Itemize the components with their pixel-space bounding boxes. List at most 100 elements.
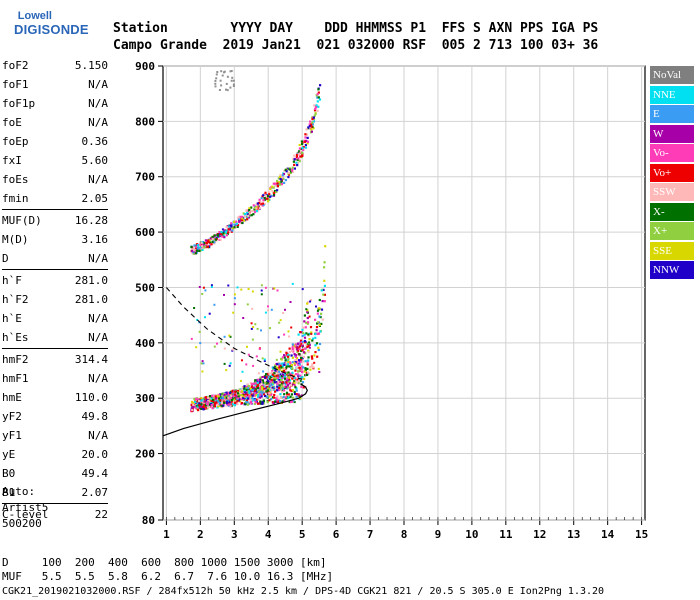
echo-point (292, 396, 295, 399)
echo-point (258, 382, 261, 385)
echo-point (300, 331, 303, 334)
param-name: h`F (2, 274, 22, 287)
echo-point (277, 380, 280, 384)
echo-point (231, 348, 234, 351)
echo-point (296, 373, 300, 376)
echo-point (233, 397, 236, 400)
echo-point (220, 84, 223, 87)
echo-point (287, 393, 290, 396)
echo-point (271, 373, 274, 376)
echo-point (282, 177, 285, 180)
x-tick-label: 6 (333, 528, 340, 541)
echo-point (221, 401, 224, 404)
legend-item-ssw: SSW (650, 183, 694, 201)
echo-point (298, 366, 301, 369)
echo-point (271, 370, 274, 373)
echo-point (223, 401, 226, 404)
echo-point (209, 395, 212, 398)
echo-point (271, 371, 274, 374)
echo-point (214, 401, 217, 404)
echo-point (243, 395, 246, 398)
echo-point (274, 377, 277, 380)
echo-point (273, 191, 276, 194)
echo-point (310, 331, 313, 334)
echo-point (292, 399, 295, 402)
echo-point (317, 346, 320, 349)
param-name: h`Es (2, 331, 29, 344)
echo-point (260, 402, 263, 405)
echo-point (205, 399, 209, 402)
echo-point (314, 333, 317, 336)
echo-point (256, 204, 259, 207)
echo-point (216, 396, 219, 399)
echo-point (201, 248, 204, 251)
legend-item-voplus: Vo+ (650, 163, 694, 182)
echo-point (312, 117, 316, 120)
echo-point (233, 293, 236, 296)
header-labels: Station YYYY DAY DDD HHMMSS P1 FFS S AXN… (113, 21, 599, 36)
echo-point (192, 252, 195, 255)
echo-point (304, 143, 307, 147)
echo-point (282, 173, 286, 176)
echo-point (219, 399, 222, 402)
echo-point (245, 385, 248, 388)
echo-point (250, 398, 253, 401)
echo-point (198, 249, 201, 252)
echo-point (268, 395, 271, 398)
param-name: hmF2 (2, 353, 29, 366)
echo-point (260, 381, 263, 384)
param-name: foF2 (2, 59, 29, 72)
echo-point (286, 382, 289, 385)
echo-point (290, 354, 293, 357)
echo-point (266, 401, 269, 404)
echo-point (255, 394, 258, 397)
echo-point (264, 198, 267, 201)
echo-point (228, 403, 231, 406)
echo-point (281, 356, 284, 359)
echo-point (278, 367, 281, 370)
echo-point (304, 367, 307, 370)
echo-point (274, 189, 277, 193)
echo-point (287, 376, 291, 379)
echo-point (268, 372, 271, 375)
echo-point (297, 363, 300, 366)
param-name: D (2, 252, 9, 265)
echo-point (286, 386, 290, 389)
echo-point (285, 354, 288, 357)
echo-point (308, 346, 311, 349)
echo-point (304, 326, 307, 329)
echo-point (197, 409, 200, 412)
echo-point (300, 368, 303, 371)
echo-point (199, 248, 202, 251)
echo-point (281, 365, 284, 368)
echo-point (284, 371, 287, 374)
echo-point (281, 369, 284, 372)
echo-point (293, 353, 296, 356)
echo-point (300, 365, 303, 368)
echo-point (278, 370, 281, 373)
legend-item-w: W (650, 124, 694, 143)
echo-point (306, 302, 309, 305)
echo-point (225, 404, 228, 407)
echo-point (307, 345, 310, 348)
echo-point (323, 300, 326, 303)
param-separator (2, 209, 108, 210)
muf-value-row: MUF 5.5 5.5 5.8 6.2 6.7 7.6 10.0 16.3 [M… (2, 570, 334, 583)
echo-point (317, 321, 320, 324)
echo-point (244, 402, 247, 405)
echo-point (218, 235, 221, 238)
echo-point (289, 389, 292, 392)
echo-point (259, 393, 262, 396)
echo-point (198, 286, 201, 288)
echo-point (306, 309, 309, 312)
echo-point (193, 249, 196, 252)
echo-point (279, 178, 282, 181)
echo-point (213, 234, 216, 237)
y-tick-label: 600 (135, 226, 155, 239)
echo-point (284, 396, 287, 399)
echo-point (276, 368, 280, 371)
echo-point (269, 327, 271, 330)
echo-point (307, 350, 310, 354)
echo-point (255, 207, 258, 210)
